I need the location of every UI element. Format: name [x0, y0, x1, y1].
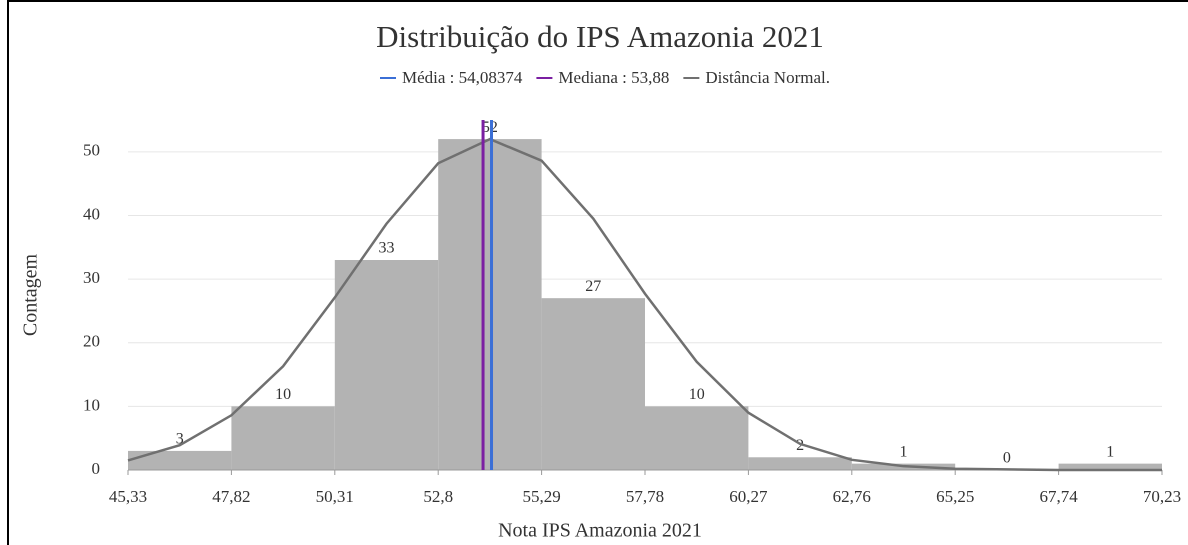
x-tick-label: 62,76 — [833, 487, 871, 506]
y-tick-label: 30 — [83, 268, 100, 287]
y-tick-label: 10 — [83, 395, 100, 414]
x-tick-label: 57,78 — [626, 487, 664, 506]
legend-label: Distância Normal. — [705, 68, 830, 87]
data-label: 33 — [379, 240, 395, 257]
x-tick-label: 60,27 — [729, 487, 768, 506]
data-label: 3 — [176, 431, 184, 448]
y-tick-label: 40 — [83, 204, 100, 223]
x-axis-label: Nota IPS Amazonia 2021 — [498, 520, 702, 542]
bar — [748, 457, 852, 470]
x-tick-label: 65,25 — [936, 487, 974, 506]
bar — [1058, 463, 1162, 470]
legend-label: Média : 54,08374 — [402, 68, 523, 87]
data-label: 1 — [1106, 443, 1114, 460]
y-tick-label: 20 — [83, 332, 100, 351]
x-tick-label: 67,74 — [1039, 487, 1078, 506]
x-tick-label: 50,31 — [316, 487, 354, 506]
data-label: 52 — [482, 119, 498, 136]
data-label: 10 — [275, 386, 291, 403]
x-tick-label: 70,23 — [1143, 487, 1181, 506]
bar — [334, 260, 439, 470]
data-label: 27 — [585, 278, 601, 295]
x-tick-label: 55,29 — [522, 487, 560, 506]
chart-title: Distribuição do IPS Amazonia 2021 — [376, 19, 824, 54]
normal-curve — [127, 137, 1162, 472]
data-label: 2 — [796, 437, 804, 454]
data-label: 10 — [689, 386, 705, 403]
x-tick-label: 45,33 — [109, 487, 147, 506]
y-tick-label: 50 — [83, 141, 100, 160]
bar — [231, 406, 335, 470]
bar — [541, 298, 645, 470]
bar — [128, 450, 232, 470]
x-tick-label: 52,8 — [423, 487, 453, 506]
x-tick-label: 47,82 — [212, 487, 250, 506]
bar — [645, 406, 749, 470]
data-label: 0 — [1003, 450, 1011, 467]
bar — [438, 139, 542, 470]
data-label: 1 — [900, 443, 908, 460]
y-tick-label: 0 — [92, 459, 101, 478]
y-axis-label: Contagem — [20, 253, 42, 336]
legend-label: Mediana : 53,88 — [558, 68, 669, 87]
